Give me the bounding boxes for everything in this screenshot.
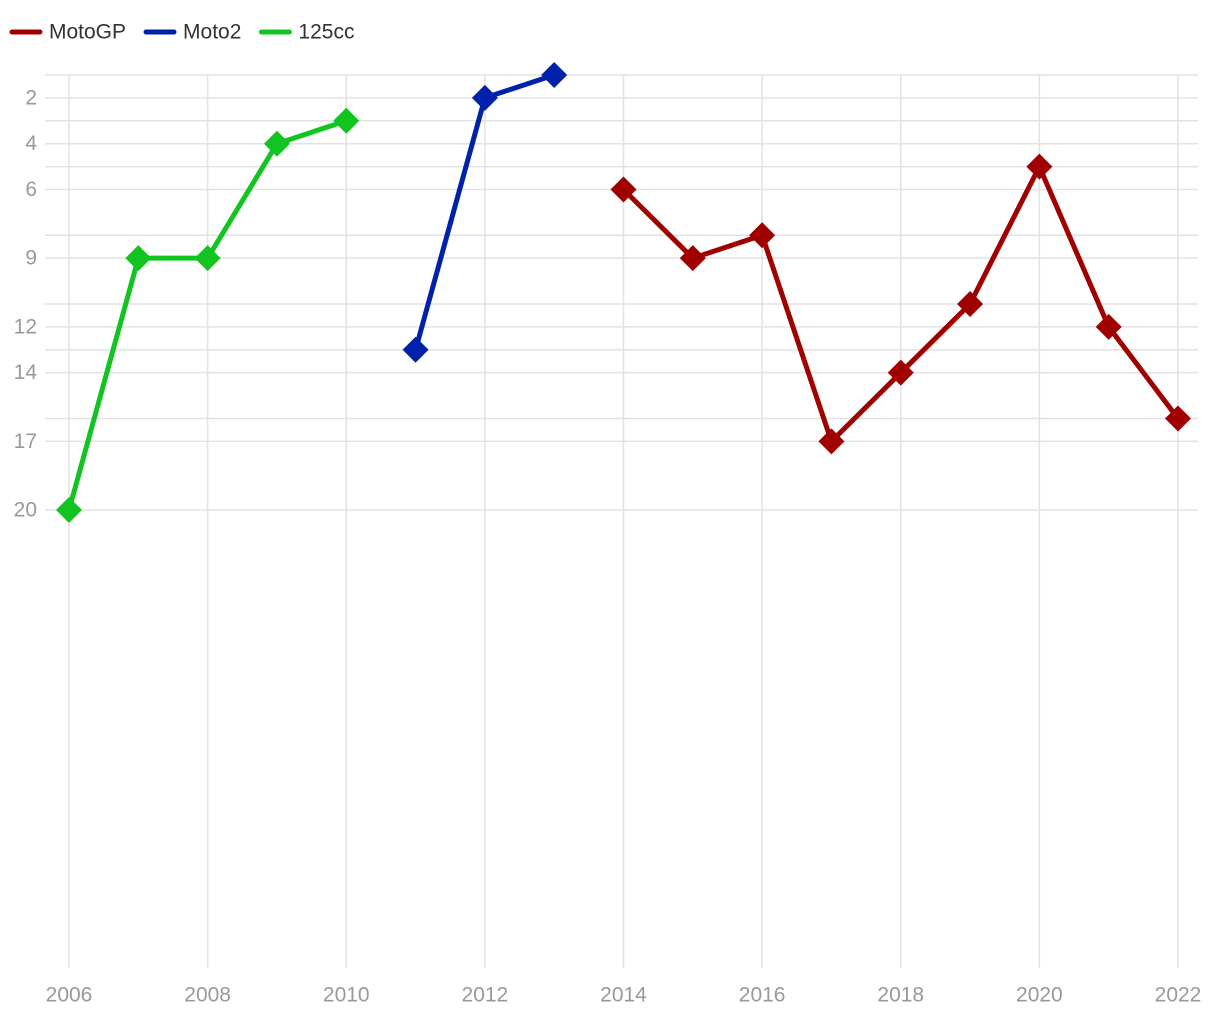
marker [1095,313,1122,340]
marker [541,62,568,88]
y-tick-label: 20 [14,499,37,522]
legend-label: Moto2 [183,21,241,44]
x-tick-label: 2006 [46,984,93,1007]
marker [749,222,776,249]
marker [333,107,360,134]
y-tick-label: 2 [25,86,37,109]
legend-label: 125cc [298,21,354,44]
x-tick-label: 2022 [1155,984,1202,1007]
x-tick-label: 2020 [1016,984,1063,1007]
marker [194,245,221,272]
y-tick-label: 12 [14,315,37,338]
marker [818,428,845,455]
marker [957,290,984,317]
x-tick-label: 2016 [739,984,786,1007]
y-tick-label: 4 [25,132,37,155]
marker [263,130,290,157]
marker [56,497,82,524]
y-tick-label: 9 [25,247,37,270]
marker [1165,405,1191,432]
marker [402,336,429,363]
x-tick-label: 2010 [323,984,370,1007]
y-tick-label: 6 [25,178,37,201]
marker [887,359,914,386]
x-tick-label: 2014 [600,984,647,1007]
x-tick-label: 2012 [462,984,509,1007]
x-tick-label: 2008 [184,984,231,1007]
marker [679,245,706,272]
y-tick-label: 14 [14,361,38,384]
y-tick-label: 17 [14,430,37,453]
x-tick-label: 2018 [877,984,924,1007]
marker [1026,153,1053,180]
marker [471,84,498,111]
legend-label: MotoGP [49,21,126,44]
marker [125,245,152,272]
marker [610,176,637,203]
